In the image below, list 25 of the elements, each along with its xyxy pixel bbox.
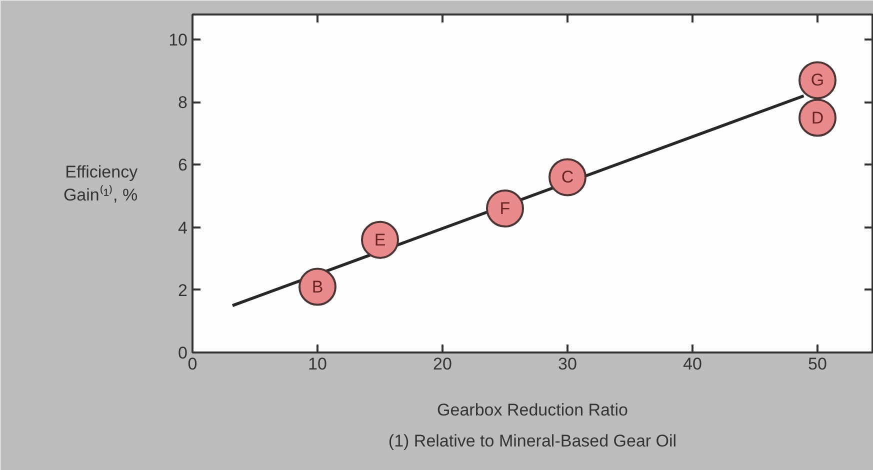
x-tick-label: 40 <box>683 354 702 374</box>
annotation: C <box>561 168 574 187</box>
x-tick-label: 20 <box>433 354 452 374</box>
y-tick-label: 8 <box>178 93 188 112</box>
annotation: F <box>500 199 510 218</box>
x-tick-label: 30 <box>558 354 577 374</box>
x-tick-label: 10 <box>308 354 327 374</box>
annotation: D <box>811 108 824 128</box>
y-axis-title: Efficiency Gain⁽¹⁾, % <box>63 162 138 204</box>
point <box>548 158 586 196</box>
y-tick-label: 4 <box>178 218 188 238</box>
y-tick-label: 2 <box>178 280 188 300</box>
point <box>361 220 399 259</box>
point <box>798 98 836 137</box>
y-tick-label: 10 <box>168 30 188 50</box>
annotation: G <box>810 70 824 90</box>
text: (1) Relative to Mineral-Based Gear Oil <box>388 432 677 450</box>
point <box>486 190 524 228</box>
point <box>298 268 336 306</box>
annotation: E <box>374 230 386 250</box>
annotation: B <box>312 277 324 296</box>
x-axis-title: Gearbox Reduction Ratio <box>437 400 628 420</box>
y-tick-label: 6 <box>178 156 188 175</box>
point <box>798 61 836 100</box>
x-tick-label: 50 <box>808 354 827 374</box>
